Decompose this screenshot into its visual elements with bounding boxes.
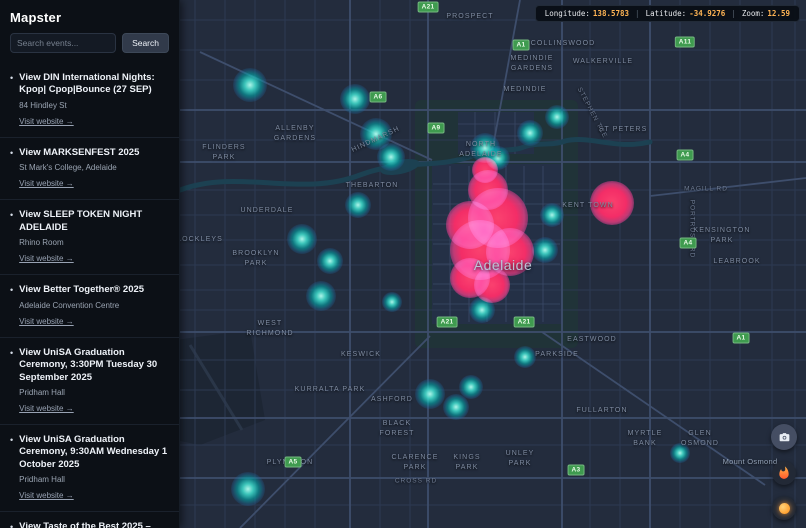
app-title: Mapster: [10, 10, 62, 25]
heatmap-point: [382, 292, 402, 312]
search-bar: Search: [0, 33, 179, 63]
airport-area: [180, 330, 265, 445]
heatmap-point: [377, 143, 405, 171]
heatmap-point: [287, 224, 317, 254]
event-title: View MARKSENFEST 2025: [19, 146, 140, 158]
heatmap-point: [317, 248, 343, 274]
event-website-link[interactable]: Visit website →: [19, 316, 74, 326]
event-website-link[interactable]: Visit website →: [19, 116, 74, 126]
heatmap-point: [231, 472, 265, 506]
heatmap-point: [345, 192, 371, 218]
camera-icon: [779, 432, 789, 441]
heatmap-point: [532, 237, 558, 263]
event-website-link[interactable]: Visit website →: [19, 404, 74, 414]
event-detail: St Mark's College, Adelaide: [19, 163, 117, 173]
separator: |: [635, 9, 640, 18]
heatmap-point: [486, 228, 534, 276]
event-item[interactable]: • View DIN International Nights: Kpop| C…: [0, 63, 179, 137]
event-item[interactable]: • View UniSA Graduation Ceremony, 9:30AM…: [0, 424, 179, 511]
event-title: View UniSA Graduation Ceremony, 9:30AM W…: [19, 434, 168, 470]
event-detail: 84 Hindley St: [19, 100, 67, 110]
event-bullet-icon: •: [10, 147, 14, 158]
event-website-link[interactable]: Visit website →: [19, 254, 74, 264]
heatmap-point: [469, 297, 495, 323]
heatmap-point: [450, 258, 490, 298]
heatmap-point: [540, 203, 564, 227]
heatmap-point: [474, 267, 510, 303]
heatmap-point: [415, 379, 445, 409]
heatmap-point: [340, 84, 370, 114]
event-item[interactable]: • View UniSA Graduation Ceremony, 3:30PM…: [0, 336, 179, 424]
heatmap-layer: [180, 0, 806, 528]
map-canvas[interactable]: PROSPECT COLLINSWOOD MEDINDIE GARDENS WALKE…: [180, 0, 806, 528]
heatmap-point: [360, 118, 392, 150]
heatmap-point: [472, 157, 498, 183]
markers-toggle-button[interactable]: [772, 496, 796, 520]
heatmap-point: [545, 105, 569, 129]
event-bullet-icon: •: [10, 522, 14, 528]
event-website-link[interactable]: Visit website →: [19, 491, 74, 501]
event-detail: Rhino Room: [19, 238, 64, 248]
heatmap-point: [233, 68, 267, 102]
event-details: St Mark's College, Adelaide: [19, 162, 169, 173]
event-item[interactable]: • View Taste of the Best 2025 – Royal Ad…: [0, 511, 179, 528]
event-item[interactable]: • View Better Together® 2025 Adelaide Co…: [0, 274, 179, 337]
event-bullet-icon: •: [10, 285, 14, 296]
map-controls: [771, 424, 797, 520]
event-detail: Pridham Hall: [19, 387, 65, 397]
separator: |: [731, 9, 736, 18]
event-bullet-icon: •: [10, 347, 14, 358]
event-title: View SLEEP TOKEN NIGHT ADELAIDE: [19, 209, 143, 233]
event-title: View DIN International Nights: Kpop| Cpo…: [19, 72, 155, 96]
longitude-label: Longitude:: [544, 9, 590, 18]
screenshot-button[interactable]: [771, 424, 797, 450]
flame-icon: [779, 466, 789, 479]
heatmap-point: [590, 181, 634, 225]
marker-dot-icon: [778, 502, 790, 514]
latitude-label: Latitude:: [645, 9, 687, 18]
search-button[interactable]: Search: [122, 33, 169, 53]
event-title: View Taste of the Best 2025 – Royal Adel…: [19, 521, 151, 528]
zoom-value: 12.59: [767, 9, 790, 18]
event-details: Adelaide Convention Centre: [19, 300, 169, 311]
heatmap-toggle-button[interactable]: [772, 461, 796, 485]
event-details: Pridham Hall: [19, 387, 169, 398]
event-bullet-icon: •: [10, 210, 14, 221]
coordinate-bar: Longitude: 138.5783 | Latitude: -34.9276…: [534, 5, 800, 22]
sidebar: Mapster Search • View DIN International …: [0, 0, 180, 528]
event-details: Pridham Hall: [19, 474, 169, 485]
event-detail: Adelaide Convention Centre: [19, 300, 120, 310]
heatmap-point: [468, 170, 508, 210]
heatmap-point: [514, 346, 536, 368]
event-title: View Better Together® 2025: [19, 284, 145, 296]
longitude-value: 138.5783: [592, 9, 630, 18]
search-input[interactable]: [10, 33, 117, 53]
heatmap-point: [450, 220, 510, 280]
heatmap-point: [459, 375, 483, 399]
heatmap-point: [468, 188, 528, 248]
event-title: View UniSA Graduation Ceremony, 3:30PM T…: [19, 346, 158, 383]
heatmap-point: [486, 146, 510, 170]
event-details: 84 Hindley St: [19, 100, 169, 111]
heatmap-point: [443, 394, 469, 420]
zoom-label: Zoom:: [741, 9, 765, 18]
event-website-link[interactable]: Visit website →: [19, 179, 74, 189]
event-details: Rhino Room: [19, 237, 169, 248]
event-list: • View DIN International Nights: Kpop| C…: [0, 63, 179, 528]
event-detail: Pridham Hall: [19, 475, 65, 485]
event-item[interactable]: • View MARKSENFEST 2025 St Mark's Colleg…: [0, 136, 179, 200]
event-item[interactable]: • View SLEEP TOKEN NIGHT ADELAIDE Rhino …: [0, 199, 179, 274]
event-bullet-icon: •: [10, 435, 14, 446]
heatmap-point: [306, 281, 336, 311]
heatmap-point: [517, 120, 543, 146]
heatmap-point: [446, 201, 494, 249]
heatmap-point: [670, 443, 690, 463]
event-bullet-icon: •: [10, 73, 14, 83]
latitude-value: -34.9276: [689, 9, 726, 18]
heatmap-point: [470, 133, 500, 163]
